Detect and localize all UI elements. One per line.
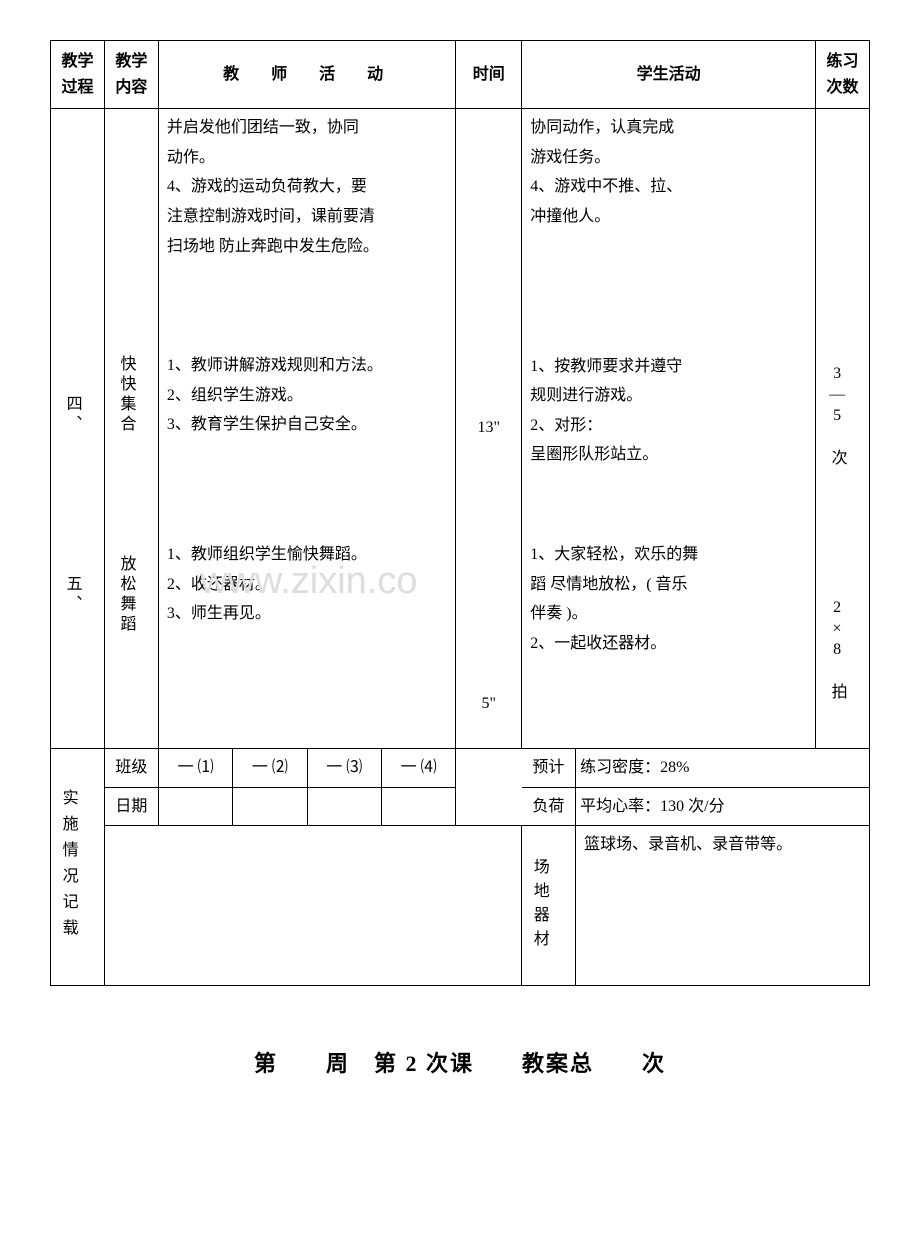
density-cell: 练习密度：28% <box>576 749 870 788</box>
header-process: 教学 过程 <box>51 41 105 109</box>
date-3 <box>307 787 381 826</box>
date-label: 日期 <box>104 787 158 826</box>
date-1 <box>158 787 232 826</box>
header-practice: 练习 次数 <box>815 41 869 109</box>
class-label: 班级 <box>104 749 158 788</box>
load-label: 负荷 <box>522 787 576 826</box>
class-3: 一 ⑶ <box>307 749 381 788</box>
practice-cell: 3—5 次 2×8 拍 <box>815 109 869 749</box>
impl-label: 实施情况记载 <box>51 749 105 986</box>
header-time: 时间 <box>456 41 522 109</box>
class-4: 一 ⑷ <box>381 749 455 788</box>
process-cell: 四、 五、 <box>51 109 105 749</box>
class-1: 一 ⑴ <box>158 749 232 788</box>
lesson-table: 教学 过程 教学 内容 教 师 活 动 时间 学生活动 练习 次数 四、 五、 … <box>50 40 870 986</box>
venue-label: 场地器材 <box>522 826 576 986</box>
class-2: 一 ⑵ <box>233 749 307 788</box>
date-4 <box>381 787 455 826</box>
impl-blank <box>104 826 521 986</box>
venue-content: 篮球场、录音机、录音带等。 <box>576 826 870 986</box>
content-cell: 快快集合 放松舞蹈 <box>104 109 158 749</box>
header-content: 教学 内容 <box>104 41 158 109</box>
student-activity-cell: 协同动作，认真完成 游戏任务。 4、游戏中不推、拉、 冲撞他人。 1、按教师要求… <box>522 109 816 749</box>
blank-cell <box>456 749 522 826</box>
date-2 <box>233 787 307 826</box>
time-cell: 13" 5" <box>456 109 522 749</box>
header-teacher: 教 师 活 动 <box>158 41 455 109</box>
page-footer-title: 第 周 第 2 次课 教案总 次 <box>50 1046 870 1078</box>
teacher-activity-cell: 并启发他们团结一致，协同 动作。 4、游戏的运动负荷教大，要 注意控制游戏时间，… <box>158 109 455 749</box>
predict-label: 预计 <box>522 749 576 788</box>
heartrate-cell: 平均心率：130 次/分 <box>576 787 870 826</box>
header-student: 学生活动 <box>522 41 816 109</box>
